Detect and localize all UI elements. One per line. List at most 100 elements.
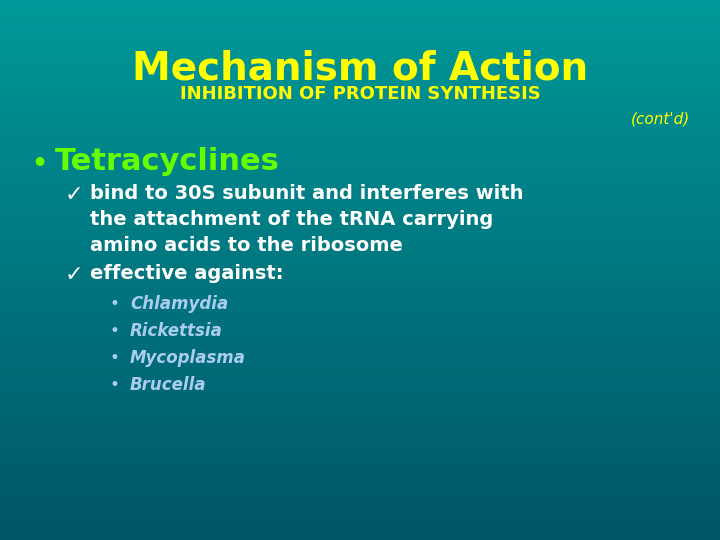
Bar: [0, 376, 720, 378]
Bar: [0, 387, 720, 389]
Bar: [0, 22, 720, 23]
Bar: [0, 76, 720, 77]
Bar: [0, 470, 720, 471]
Bar: [0, 443, 720, 444]
Bar: [0, 535, 720, 536]
Bar: [0, 270, 720, 272]
Bar: [0, 164, 720, 166]
Text: INHIBITION OF PROTEIN SYNTHESIS: INHIBITION OF PROTEIN SYNTHESIS: [179, 85, 541, 103]
Bar: [0, 198, 720, 200]
Bar: [0, 0, 720, 2]
Bar: [0, 120, 720, 123]
Bar: [0, 85, 720, 86]
Bar: [0, 353, 720, 355]
Bar: [0, 358, 720, 360]
Bar: [0, 218, 720, 220]
Bar: [0, 444, 720, 447]
Bar: [0, 285, 720, 286]
Bar: [0, 20, 720, 22]
Bar: [0, 459, 720, 461]
Text: •: •: [110, 349, 120, 367]
Bar: [0, 254, 720, 255]
Bar: [0, 133, 720, 135]
Bar: [0, 295, 720, 297]
Bar: [0, 49, 720, 50]
Bar: [0, 403, 720, 405]
Text: Rickettsia: Rickettsia: [130, 322, 223, 340]
Bar: [0, 344, 720, 346]
Bar: [0, 151, 720, 153]
Bar: [0, 432, 720, 434]
Bar: [0, 182, 720, 184]
Bar: [0, 97, 720, 99]
Bar: [0, 423, 720, 425]
Bar: [0, 252, 720, 254]
Bar: [0, 275, 720, 277]
Bar: [0, 39, 720, 42]
Bar: [0, 427, 720, 428]
Bar: [0, 5, 720, 7]
Bar: [0, 220, 720, 221]
Bar: [0, 265, 720, 266]
Bar: [0, 232, 720, 234]
Bar: [0, 439, 720, 441]
Bar: [0, 225, 720, 227]
Bar: [0, 61, 720, 63]
Bar: [0, 189, 720, 191]
Bar: [0, 140, 720, 142]
Bar: [0, 281, 720, 282]
Bar: [0, 417, 720, 420]
Bar: [0, 455, 720, 457]
Bar: [0, 517, 720, 518]
Bar: [0, 171, 720, 173]
Bar: [0, 193, 720, 194]
Bar: [0, 96, 720, 97]
Bar: [0, 32, 720, 34]
Bar: [0, 16, 720, 18]
Bar: [0, 174, 720, 177]
Bar: [0, 393, 720, 394]
Bar: [0, 173, 720, 174]
Bar: [0, 355, 720, 356]
Bar: [0, 243, 720, 245]
Bar: [0, 137, 720, 139]
Bar: [0, 255, 720, 258]
Bar: [0, 42, 720, 43]
Bar: [0, 302, 720, 304]
Bar: [0, 479, 720, 481]
Bar: [0, 463, 720, 464]
Bar: [0, 250, 720, 252]
Bar: [0, 83, 720, 85]
Bar: [0, 299, 720, 301]
Bar: [0, 531, 720, 533]
Bar: [0, 333, 720, 335]
Bar: [0, 180, 720, 182]
Bar: [0, 66, 720, 69]
Bar: [0, 266, 720, 268]
Bar: [0, 374, 720, 376]
Bar: [0, 304, 720, 306]
Bar: [0, 394, 720, 396]
Bar: [0, 452, 720, 454]
Bar: [0, 177, 720, 178]
Bar: [0, 367, 720, 369]
Bar: [0, 258, 720, 259]
Bar: [0, 25, 720, 27]
Bar: [0, 498, 720, 501]
Bar: [0, 65, 720, 66]
Bar: [0, 383, 720, 385]
Text: ✓: ✓: [65, 265, 84, 285]
Bar: [0, 400, 720, 401]
Bar: [0, 110, 720, 112]
Bar: [0, 504, 720, 506]
Bar: [0, 101, 720, 103]
Bar: [0, 272, 720, 274]
Bar: [0, 309, 720, 312]
Bar: [0, 166, 720, 167]
Bar: [0, 139, 720, 140]
Bar: [0, 320, 720, 322]
Bar: [0, 79, 720, 81]
Text: bind to 30S subunit and interferes with: bind to 30S subunit and interferes with: [90, 184, 523, 203]
Bar: [0, 9, 720, 11]
Bar: [0, 74, 720, 76]
